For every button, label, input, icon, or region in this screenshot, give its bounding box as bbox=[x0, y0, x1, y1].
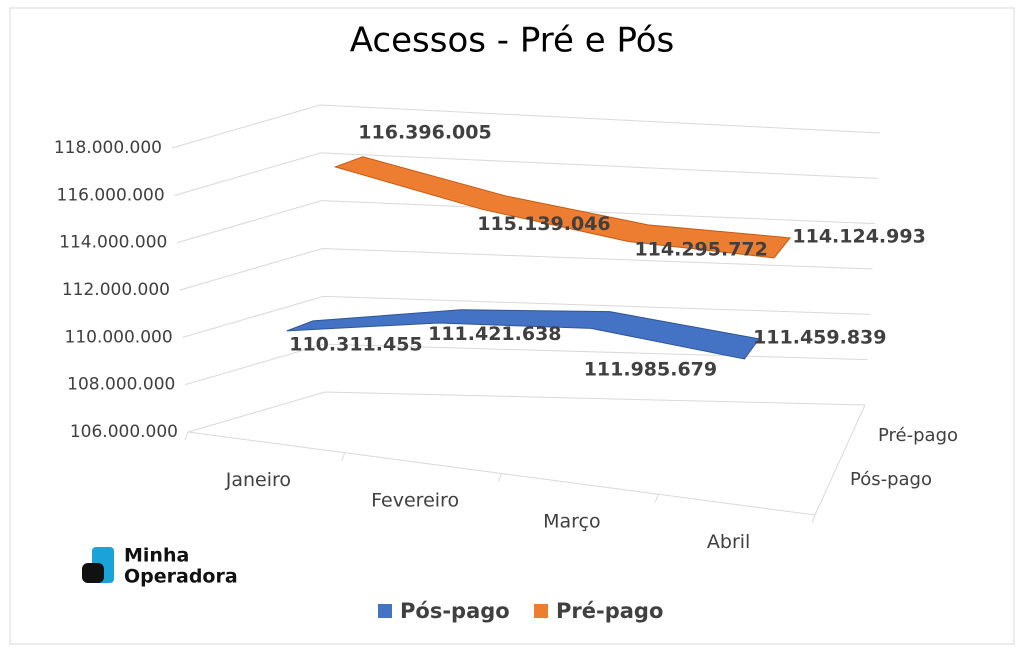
y-tick-label: 108.000.000 bbox=[67, 375, 175, 395]
value-label: 110.311.455 bbox=[289, 333, 422, 355]
x-tick-label: Abril bbox=[707, 531, 750, 553]
depth-label: Pré-pago bbox=[878, 425, 958, 446]
chart-title: Acessos - Pré e Pós bbox=[350, 21, 675, 61]
y-tick-label: 116.000.000 bbox=[57, 185, 165, 205]
x-tick bbox=[811, 514, 816, 524]
logo-text: Minha bbox=[124, 545, 189, 567]
value-label: 111.985.679 bbox=[584, 359, 717, 381]
x-tick bbox=[184, 431, 189, 441]
grid-line bbox=[179, 247, 873, 291]
grid-line bbox=[185, 343, 868, 386]
series-ribbon bbox=[333, 156, 792, 259]
value-label: 111.421.638 bbox=[428, 323, 561, 345]
x-tick-label: Março bbox=[543, 510, 601, 532]
series-ribbon bbox=[286, 309, 760, 360]
x-tick-label: Fevereiro bbox=[371, 490, 459, 512]
y-tick-label: 118.000.000 bbox=[54, 138, 162, 158]
y-tick-label: 106.000.000 bbox=[70, 422, 178, 442]
logo-text: Operadora bbox=[124, 566, 238, 588]
y-tick-label: 110.000.000 bbox=[65, 327, 173, 347]
value-label: 114.124.993 bbox=[792, 225, 925, 247]
value-label: 116.396.005 bbox=[358, 121, 491, 143]
grid-line bbox=[174, 152, 878, 196]
x-tick bbox=[654, 494, 659, 503]
legend-label: Pré-pago bbox=[556, 599, 663, 623]
x-tick bbox=[341, 452, 346, 461]
value-label: 111.459.839 bbox=[753, 326, 886, 348]
value-label: 115.139.046 bbox=[477, 213, 610, 235]
grid-line bbox=[187, 391, 866, 433]
x-tick bbox=[498, 473, 502, 482]
value-label: 114.295.772 bbox=[634, 239, 767, 261]
grid-line bbox=[171, 104, 881, 149]
y-tick-label: 114.000.000 bbox=[59, 233, 167, 253]
logo-hand bbox=[82, 563, 104, 583]
legend-label: Pós-pago bbox=[400, 599, 510, 623]
grid-line bbox=[177, 200, 876, 244]
x-tick-label: Janeiro bbox=[225, 469, 291, 491]
y-tick-label: 112.000.000 bbox=[62, 280, 170, 300]
legend-swatch bbox=[534, 604, 548, 618]
depth-label: Pós-pago bbox=[850, 469, 932, 490]
logo: Minha Operadora bbox=[82, 545, 238, 588]
grid-line bbox=[182, 295, 871, 338]
legend-swatch bbox=[378, 604, 392, 618]
